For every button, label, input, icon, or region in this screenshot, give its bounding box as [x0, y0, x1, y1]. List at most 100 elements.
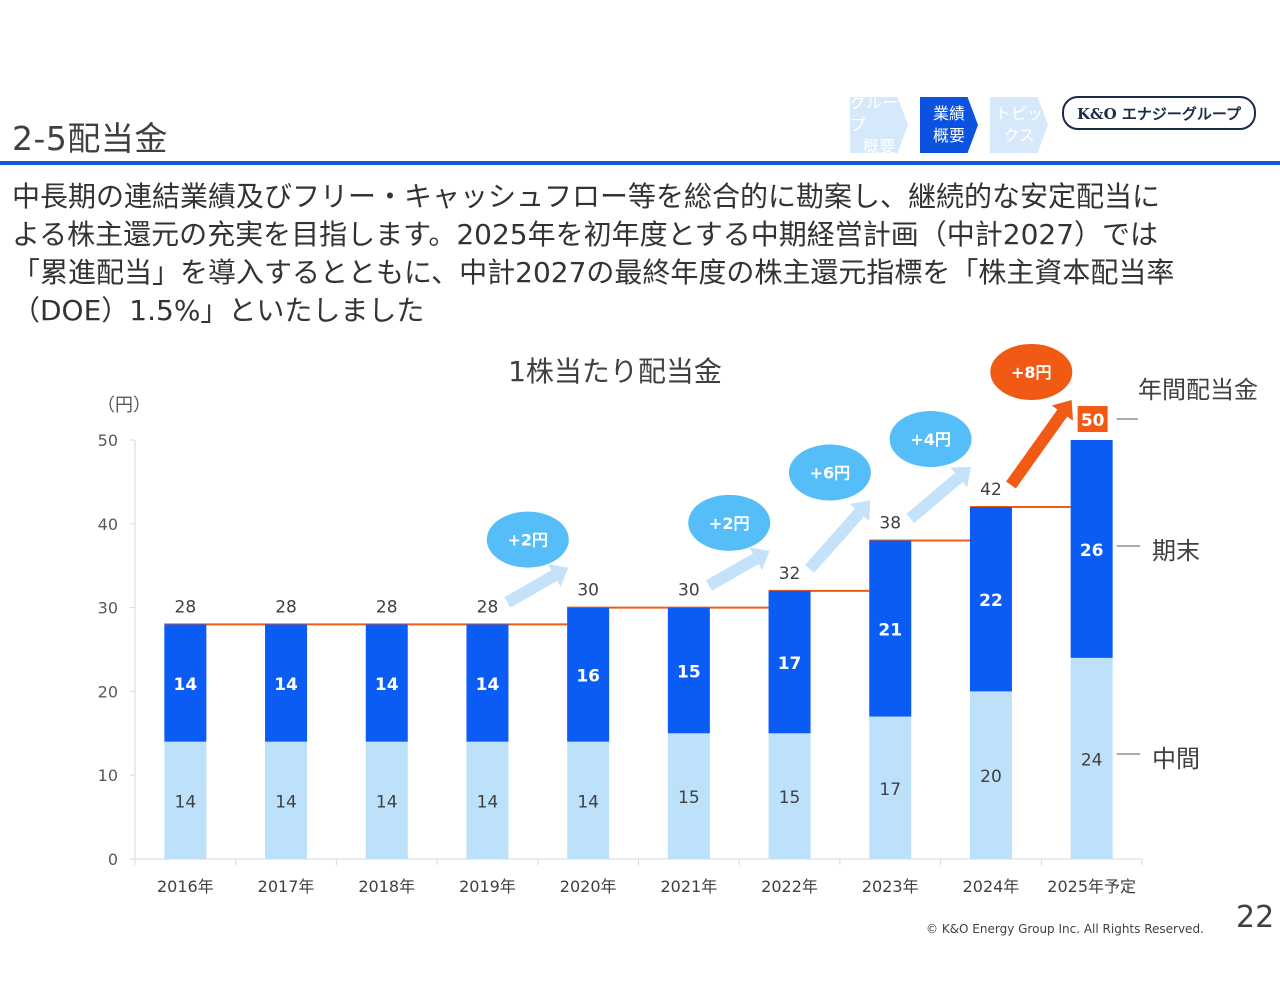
x-tick-label: 2021年 — [660, 877, 717, 896]
bar-interim — [1070, 657, 1113, 859]
nav-chevron-shape — [920, 97, 978, 153]
label-year-end: 26 — [1080, 541, 1104, 561]
section-nav: グループ 概要 業績 概要 トピッ クス — [850, 93, 1060, 156]
label-total: 28 — [275, 597, 297, 617]
label-interim: 15 — [678, 788, 700, 808]
bar-interim — [667, 733, 710, 859]
nav-step-label: 概要 — [932, 126, 965, 145]
increase-arrow-head — [547, 564, 569, 587]
slide-title: 2-5配当金 — [12, 119, 168, 158]
increase-arrow-shaft — [705, 553, 759, 591]
increase-arrow-shaft — [1006, 409, 1068, 489]
increase-label: +2円 — [709, 514, 750, 533]
increase-arrow-head — [1051, 400, 1073, 421]
increase-arrow-head — [749, 547, 770, 571]
label-year-end: 22 — [979, 591, 1003, 611]
increase-bubble — [788, 444, 871, 501]
increase-label: +8円 — [1011, 363, 1052, 382]
label-total: 32 — [779, 564, 801, 584]
bar-year-end — [768, 590, 811, 734]
bar-year-end — [265, 624, 308, 742]
y-tick-label: 30 — [98, 599, 118, 618]
label-year-end: 16 — [576, 667, 600, 687]
legend-label-interim: 中間 — [1152, 745, 1200, 773]
legend-label-year-end: 期末 — [1152, 537, 1200, 565]
increase-bubble — [486, 511, 569, 568]
bar-year-end — [1070, 440, 1113, 658]
label-interim: 17 — [879, 780, 901, 800]
nav-step-topics[interactable]: トピッ クス — [990, 97, 1048, 153]
bar-interim — [164, 741, 207, 859]
label-interim: 20 — [980, 767, 1002, 787]
x-tick-label: 2024年 — [963, 877, 1020, 896]
label-year-end: 14 — [375, 675, 399, 695]
label-total: 38 — [879, 514, 901, 534]
x-tick-label: 2022年 — [761, 877, 818, 896]
label-year-end: 15 — [677, 662, 701, 682]
x-tick-label: 2018年 — [358, 877, 415, 896]
label-interim: 14 — [577, 792, 599, 812]
nav-step-label: クス — [1003, 126, 1035, 145]
increase-bubble — [889, 411, 972, 468]
bar-interim — [869, 716, 912, 859]
summary-text: 中長期の連結業績及びフリー・キャッシュフロー等を総合的に勘案し、継続的な安定配当… — [12, 180, 1175, 327]
y-tick-label: 50 — [98, 431, 118, 450]
nav-step-performance-overview[interactable]: 業績 概要 — [920, 97, 978, 153]
label-year-end: 21 — [878, 621, 902, 641]
page-number: 22 — [1236, 900, 1275, 935]
label-total: 42 — [980, 480, 1002, 500]
x-tick-label: 2017年 — [258, 877, 315, 896]
label-total: 28 — [175, 597, 197, 617]
bar-year-end — [567, 607, 610, 742]
x-tick-label: 2016年 — [157, 877, 214, 896]
nav-step-group-overview[interactable]: グループ 概要 — [850, 93, 908, 156]
nav-step-label: グループ — [850, 93, 899, 134]
nav-step-label: トピッ — [994, 104, 1043, 123]
label-year-end: 17 — [778, 654, 802, 674]
label-interim: 24 — [1081, 750, 1103, 770]
brand-logo: K&O エナジーグループ — [1062, 96, 1256, 130]
legend-label-annual: 年間配当金 — [1138, 376, 1258, 404]
bar-interim — [466, 741, 509, 859]
copyright: © K&O Energy Group Inc. All Rights Reser… — [926, 922, 1204, 936]
x-tick-label: 2020年 — [560, 877, 617, 896]
y-tick-label: 20 — [98, 682, 118, 701]
increase-bubble — [990, 344, 1073, 400]
bar-interim — [567, 741, 610, 859]
title-rule — [0, 161, 1280, 165]
label-interim: 14 — [477, 792, 499, 812]
chart-title: 1株当たり配当金 — [508, 355, 722, 388]
y-tick-label: 10 — [98, 766, 118, 785]
increase-bubble — [688, 494, 771, 551]
x-tick-label: 2023年 — [862, 877, 919, 896]
increase-arrow-shaft — [504, 570, 558, 608]
label-year-end: 14 — [274, 675, 298, 695]
label-total: 30 — [678, 581, 700, 601]
bar-interim — [265, 741, 308, 859]
label-year-end: 14 — [476, 675, 500, 695]
bar-year-end — [466, 624, 509, 742]
bar-interim — [768, 733, 811, 859]
x-tick-label: 2025年予定 — [1047, 877, 1136, 896]
bar-year-end — [164, 624, 207, 742]
bar-year-end — [667, 607, 710, 734]
increase-label: +6円 — [810, 464, 851, 483]
increase-label: +2円 — [508, 531, 549, 550]
label-total: 28 — [477, 597, 499, 617]
x-tick-label: 2019年 — [459, 877, 516, 896]
label-year-end: 14 — [174, 675, 198, 695]
label-interim: 14 — [175, 792, 197, 812]
nav-step-label: 業績 — [932, 104, 965, 123]
label-interim: 15 — [779, 788, 801, 808]
bar-year-end — [365, 624, 408, 742]
increase-arrow-shaft — [805, 508, 865, 573]
bar-year-end — [869, 540, 912, 717]
y-axis-unit: （円） — [97, 395, 151, 416]
nav-step-label: 概要 — [862, 137, 895, 156]
increase-arrow-head — [849, 500, 871, 522]
label-total: 50 — [1081, 411, 1105, 431]
bar-interim — [365, 741, 408, 859]
label-total: 30 — [577, 581, 599, 601]
bar-year-end — [969, 507, 1012, 692]
